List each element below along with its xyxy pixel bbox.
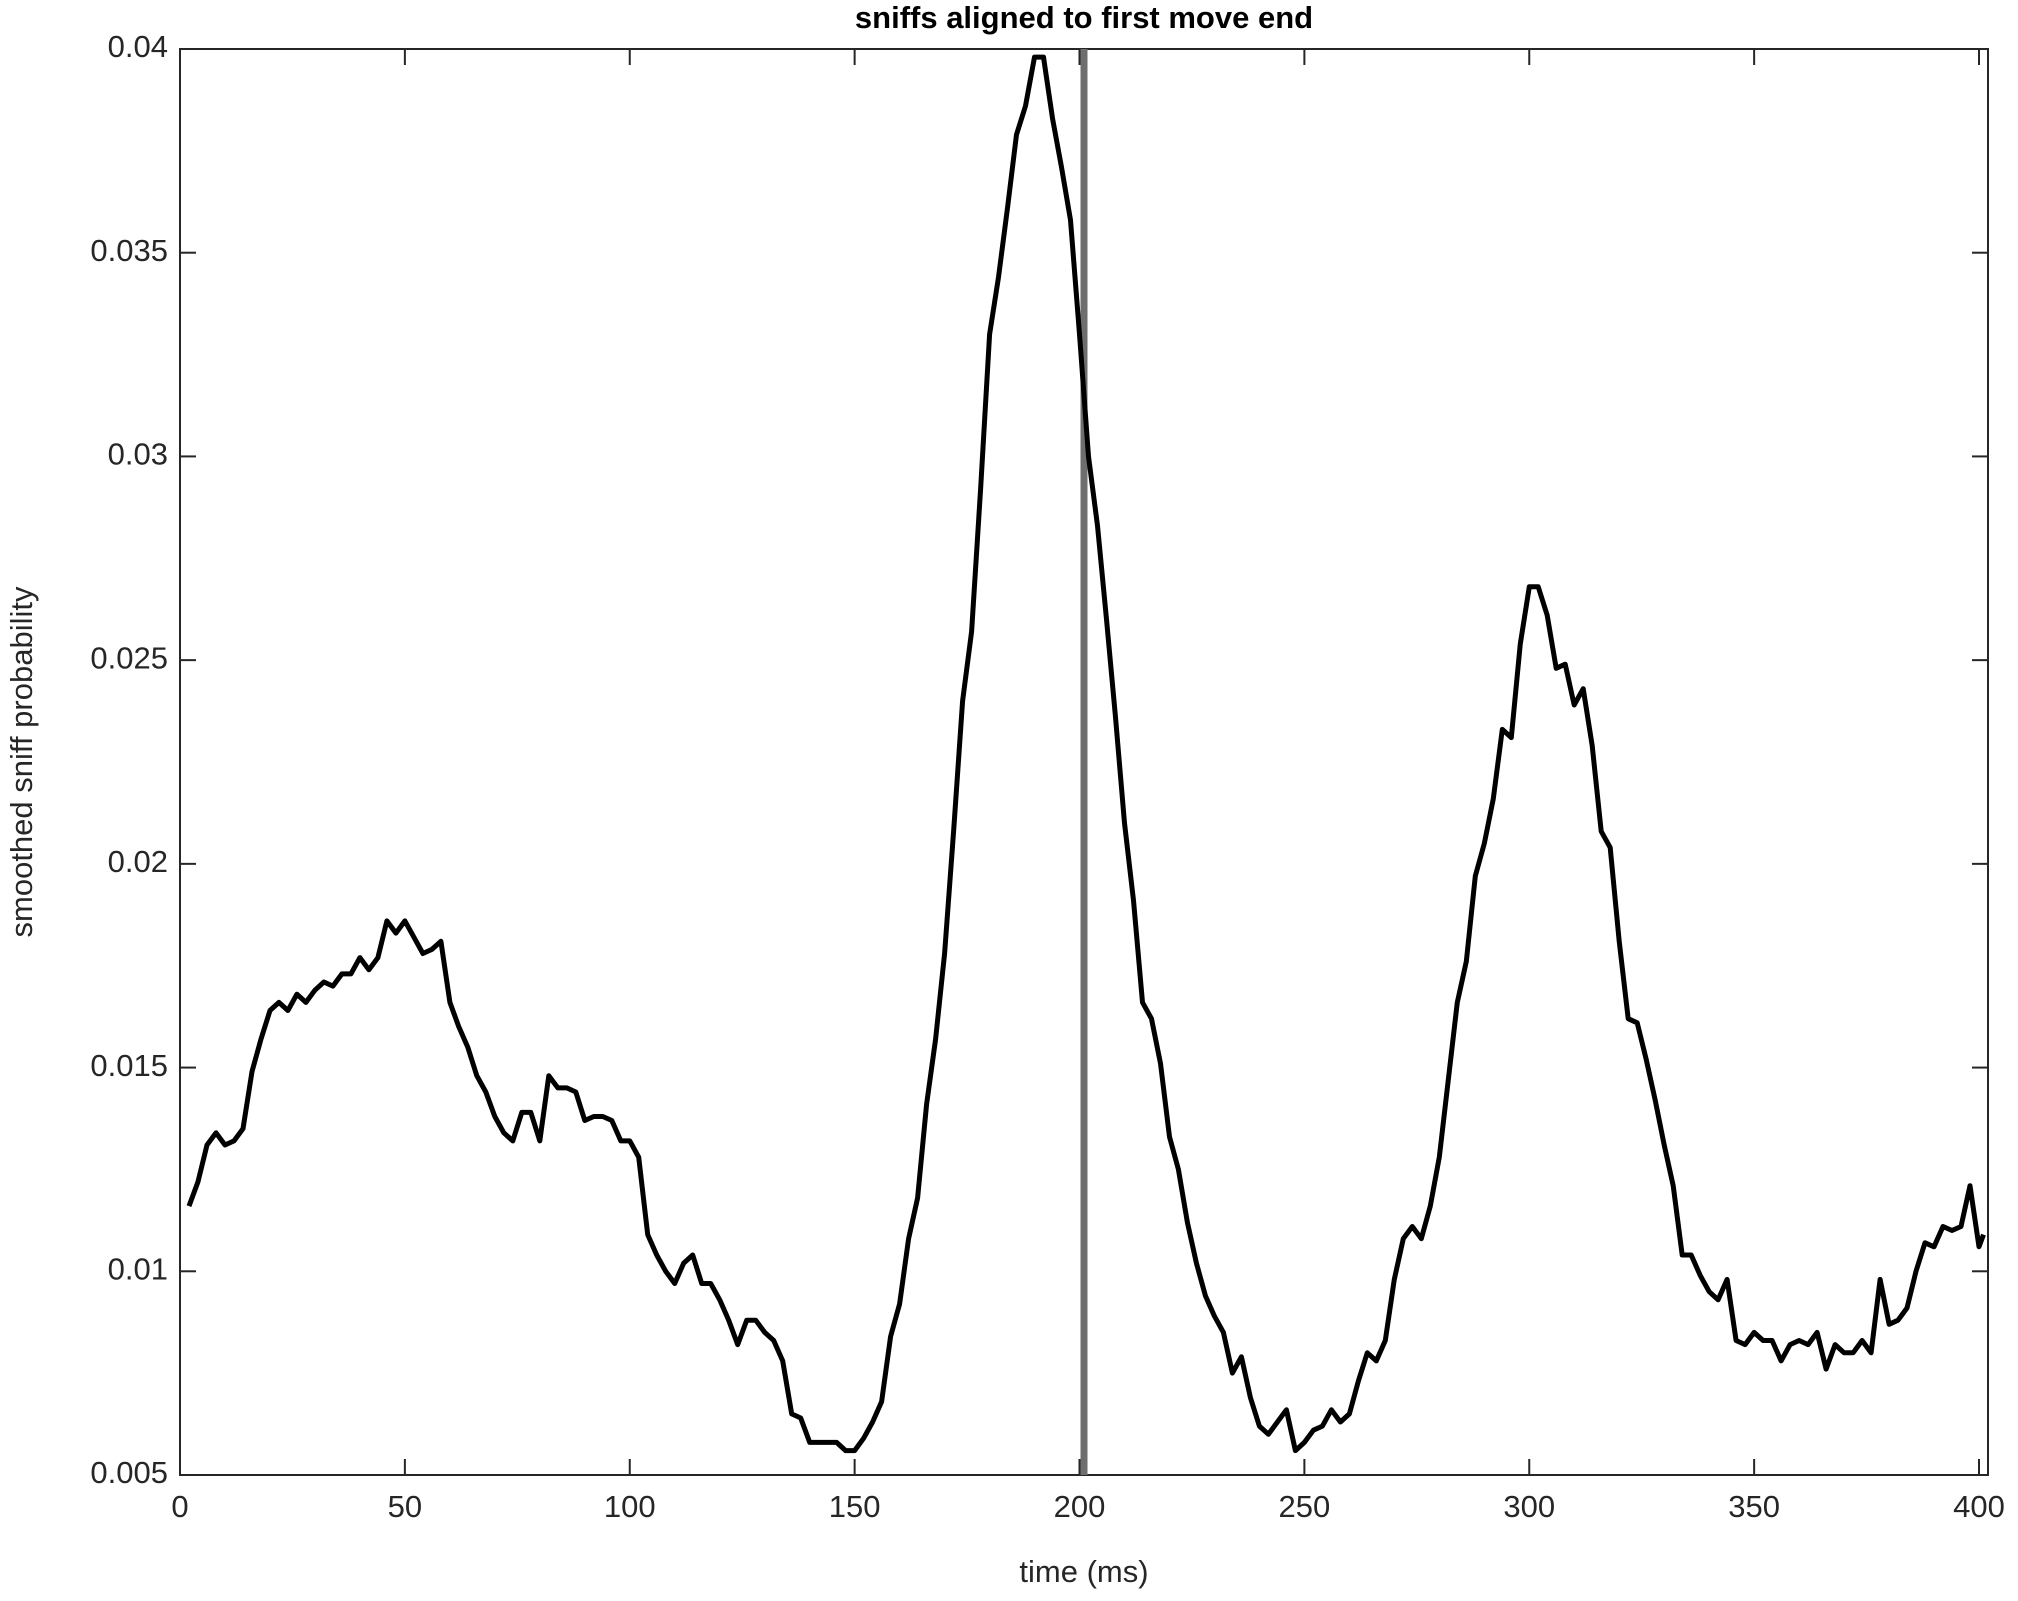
x-tick-label: 50 <box>388 1489 422 1524</box>
data-line <box>186 54 1986 1454</box>
x-tick-label: 250 <box>1279 1489 1331 1524</box>
y-tick-label: 0.005 <box>90 1455 168 1490</box>
y-tick-label: 0.01 <box>108 1251 168 1286</box>
x-tick-label: 150 <box>829 1489 881 1524</box>
y-tick-label: 0.04 <box>108 29 168 64</box>
x-tick-label: 100 <box>604 1489 656 1524</box>
y-tick-label: 0.015 <box>90 1048 168 1083</box>
y-tick-label: 0.03 <box>108 437 168 472</box>
chart-title: sniffs aligned to first move end <box>855 0 1313 35</box>
x-tick-label: 350 <box>1728 1489 1780 1524</box>
x-tick-label: 200 <box>1054 1489 1106 1524</box>
x-tick-label: 0 <box>171 1489 188 1524</box>
x-tick-label: 300 <box>1503 1489 1555 1524</box>
y-tick-label: 0.02 <box>108 844 168 879</box>
x-axis-label: time (ms) <box>1019 1554 1148 1589</box>
y-tick-label: 0.025 <box>90 640 168 675</box>
y-tick-label: 0.035 <box>90 233 168 268</box>
y-axis-label: smoothed sniff probability <box>4 586 39 937</box>
x-tick-label: 400 <box>1953 1489 2005 1524</box>
